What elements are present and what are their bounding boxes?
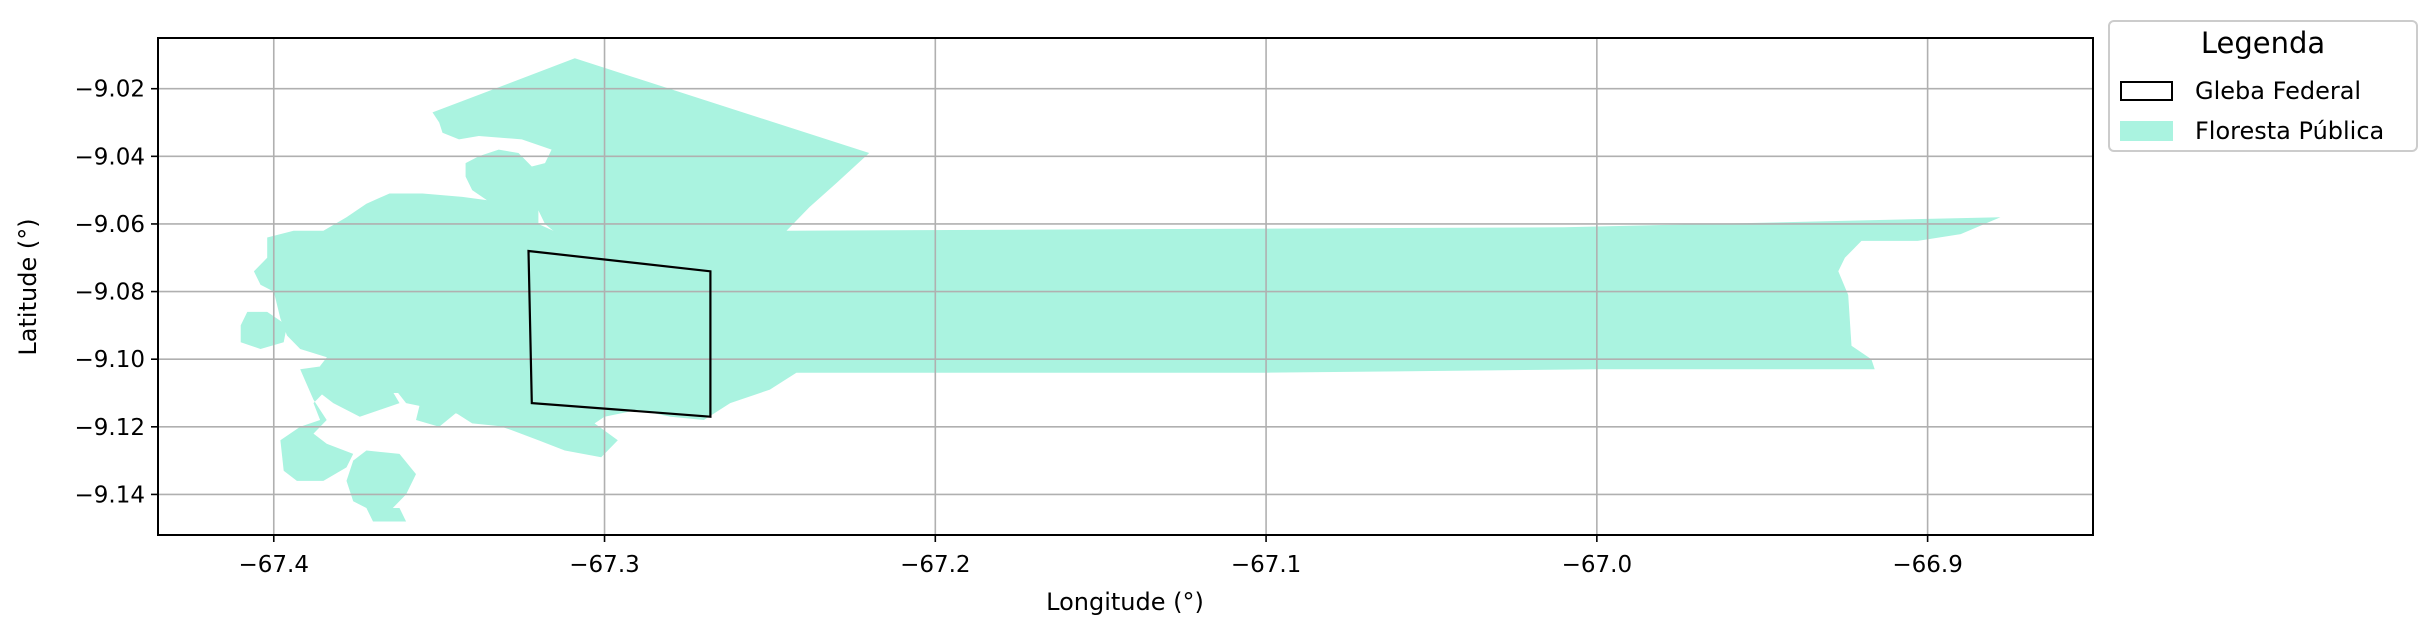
floresta-publica-swatch: [2120, 121, 2173, 141]
floresta-publica-polygon-2: [240, 311, 287, 349]
legend-item-gleba-federal: Gleba Federal: [2120, 76, 2361, 106]
gleba-outline-layer: [527, 249, 712, 418]
y-tick-label: −9.12: [75, 415, 145, 441]
gleba-federal-polygon-0: [527, 249, 712, 418]
floresta-publica-polygon-1: [253, 193, 605, 427]
gleba-federal-swatch: [2120, 81, 2173, 101]
x-axis-ticks: −67.4 −67.3 −67.2 −67.1 −67.0 −66.9: [239, 535, 1963, 578]
x-tick-label: −67.4: [239, 552, 309, 578]
floresta-publica-polygon-0: [392, 58, 2001, 458]
x-axis-title: Longitude (°): [1046, 588, 1204, 616]
y-tick-label: −9.02: [75, 77, 145, 103]
x-tick-label: −67.0: [1562, 552, 1632, 578]
y-tick-label: −9.10: [75, 347, 145, 373]
y-axis-ticks: −9.02 −9.04 −9.06 −9.08 −9.10 −9.12 −9.14: [75, 77, 158, 508]
x-tick-label: −67.1: [1231, 552, 1301, 578]
legend-label-gleba-federal: Gleba Federal: [2195, 77, 2362, 105]
y-tick-label: −9.08: [75, 280, 145, 306]
floresta-publica-polygon-8: [472, 366, 496, 393]
legend: Legenda Gleba Federal Floresta Pública: [2108, 20, 2418, 152]
y-tick-label: −9.04: [75, 144, 145, 170]
map-layers: [240, 58, 2001, 522]
x-tick-label: −66.9: [1892, 552, 1962, 578]
floresta-publica-polygon-5: [346, 450, 416, 508]
x-tick-label: −67.2: [900, 552, 970, 578]
floresta-publica-polygon-7: [416, 393, 456, 427]
legend-label-floresta-publica: Floresta Pública: [2195, 117, 2385, 145]
plot-frame: [157, 37, 2094, 536]
floresta-publica-polygon-6: [366, 508, 407, 522]
y-axis-title: Latitude (°): [14, 218, 42, 355]
floresta-publica-polygon-4: [320, 349, 400, 417]
y-tick-label: −9.14: [75, 482, 145, 508]
floresta-publica-polygon-3: [280, 366, 354, 481]
legend-title: Legenda: [2200, 26, 2326, 60]
legend-item-floresta-publica: Floresta Pública: [2120, 116, 2384, 146]
grid-lines: [158, 38, 2093, 535]
y-tick-label: −9.06: [75, 212, 145, 238]
x-tick-label: −67.3: [569, 552, 639, 578]
